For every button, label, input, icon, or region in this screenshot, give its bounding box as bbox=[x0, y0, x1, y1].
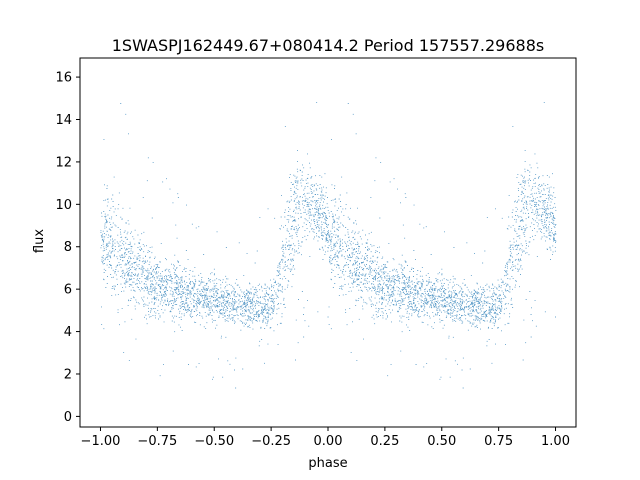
x-tick-label: 1.00 bbox=[541, 434, 570, 449]
y-tick-label: 14 bbox=[55, 113, 72, 128]
x-tick-label: −1.00 bbox=[81, 434, 121, 449]
y-tick-label: 8 bbox=[64, 240, 72, 255]
x-axis-label: phase bbox=[308, 456, 347, 471]
x-tick-label: 0.00 bbox=[314, 434, 343, 449]
y-tick-label: 4 bbox=[64, 325, 72, 340]
x-tick-label: 0.75 bbox=[484, 434, 513, 449]
x-tick-label: −0.75 bbox=[137, 434, 177, 449]
chart-title: 1SWASPJ162449.67+080414.2 Period 157557.… bbox=[112, 36, 544, 55]
y-tick-label: 0 bbox=[64, 410, 72, 425]
scatter-points bbox=[100, 102, 557, 389]
x-tick-label: −0.25 bbox=[251, 434, 291, 449]
x-tick-label: −0.50 bbox=[194, 434, 234, 449]
x-axis-ticks: −1.00 −0.75 −0.50 −0.25 0.00 0.25 0.50 0.75 1.00 bbox=[81, 427, 570, 449]
flux-data-points bbox=[100, 102, 557, 389]
x-tick-label: 0.25 bbox=[370, 434, 399, 449]
y-tick-label: 16 bbox=[55, 71, 72, 86]
x-tick-label: 0.50 bbox=[427, 434, 456, 449]
y-axis-ticks: 0 2 4 6 8 10 12 14 16 bbox=[55, 71, 80, 425]
y-tick-label: 12 bbox=[55, 155, 72, 170]
y-tick-label: 2 bbox=[64, 367, 72, 382]
y-axis-label: flux bbox=[32, 229, 47, 253]
y-tick-label: 6 bbox=[64, 283, 72, 298]
y-tick-label: 10 bbox=[55, 198, 72, 213]
